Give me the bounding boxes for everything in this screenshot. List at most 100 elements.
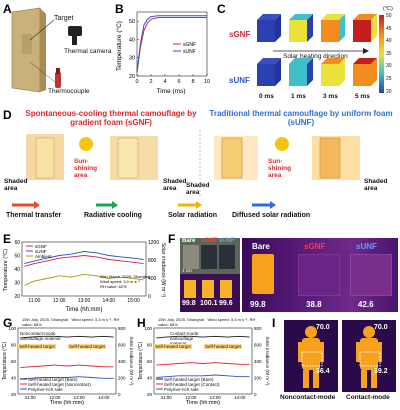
y-tick-label: 30	[14, 281, 20, 287]
colorbar-tick: 50	[386, 13, 392, 19]
y-tick-label: 60	[11, 359, 17, 364]
cube-top	[289, 58, 313, 64]
panel-d: D Spontaneous-cooling thermal camouflage…	[0, 108, 400, 228]
weather-note-line: 26th March, 2025, Shanghai	[100, 274, 150, 279]
bare-sample-photo	[183, 245, 199, 269]
temp-head-contact: 70.0	[374, 324, 388, 331]
ir-sunf-panel	[350, 254, 392, 296]
cube-top	[353, 58, 377, 64]
x-tick-label: 11:00	[25, 395, 36, 400]
y-tick-label: 80	[147, 343, 153, 348]
y2-tick-label: 800	[118, 326, 126, 331]
x-tick-label: 14:00	[98, 395, 110, 400]
y2-tick-label: 400	[118, 359, 126, 364]
shaded-label-1: Shaded area	[4, 178, 28, 192]
x-axis-label: Time (hh:mm)	[50, 400, 84, 405]
cube-side	[339, 14, 345, 42]
cube-front	[321, 20, 339, 42]
y-axis-label: Temperature (°C)	[138, 341, 144, 380]
cube-front	[289, 64, 307, 86]
legend-bare: Self-heated target (Bare)	[164, 377, 214, 382]
label-bare-small: Bare	[182, 238, 196, 244]
colorbar-tick: 25	[386, 76, 392, 82]
x-tick-label: 11:00	[161, 395, 172, 400]
ir-hot-bare	[252, 254, 274, 294]
y-tick-label: 80	[11, 343, 17, 348]
thermocouple-label: Thermocouple	[48, 88, 90, 95]
target-label-1: Self-heated target	[18, 344, 56, 349]
heating-direction-label: Solar heating direction	[283, 53, 348, 60]
temp-small-1: 99.8	[182, 300, 196, 307]
cube-front	[257, 64, 275, 86]
label-sgnf-small: sGNF	[201, 238, 218, 244]
colorbar-tick: 40	[386, 38, 392, 45]
legend-bare: Self-heated target (Bare)	[28, 377, 78, 382]
sunf-sample-photo	[219, 245, 235, 269]
shaded-label-2: Shaded area	[163, 178, 187, 192]
x-tick-label: 13:00	[74, 395, 86, 400]
y2-tick-label: 800	[148, 258, 157, 264]
x-tick-label: 8	[191, 79, 194, 85]
temp-small-3: 99.6	[219, 300, 233, 307]
y-tick-label: 40	[147, 376, 153, 381]
series-line-2	[156, 374, 250, 378]
mode-label: Contact-mode camouflage material	[170, 331, 199, 346]
cube-top	[257, 58, 281, 64]
x-tick-label: 6	[177, 79, 180, 85]
outdoor-temperature-chart: 20 30 40 50 60 11:00 12:00 13:00 14:00 15:00 0 400 8…	[3, 240, 166, 313]
panel-f: F Bare sGNF sUNF 1 cm 99.8 100.1 99.6 Ba…	[168, 232, 400, 314]
sgnf-cube	[353, 14, 377, 42]
y-tick-label: 40	[11, 376, 17, 381]
panel-label: B	[115, 2, 124, 16]
colorbar-tick: 20	[386, 88, 392, 95]
sunf-cube	[353, 58, 377, 86]
panel-g: G 20 40 60 80 100 11:00 12:00 13:00 14:00 0 200 400…	[0, 316, 135, 406]
y2-tick-label: 0	[254, 392, 257, 397]
setup-illustration	[11, 7, 82, 93]
panel-c: C sGNF sUNF Solar heating direction (°C)…	[213, 0, 400, 108]
ir-hot-sample-3	[220, 280, 232, 298]
temp-small-2: 100.1	[200, 300, 218, 307]
cube-front	[257, 20, 275, 42]
target-label-1: Self-heated target	[154, 344, 192, 349]
camera-label: Thermal camera	[64, 48, 112, 55]
y-axis-label: Temperature (°C)	[2, 341, 8, 380]
legend-thermal-transfer: Thermal transfer	[6, 212, 62, 219]
time-label: 1 ms	[291, 93, 306, 100]
title-uniform-foam: Traditional thermal camouflage by unifor…	[209, 109, 393, 127]
x-tick-label: 15:00	[127, 298, 140, 304]
y2-tick-label: 0	[118, 392, 121, 397]
x-tick-label: 10	[204, 79, 210, 85]
y-tick-label: 30	[129, 56, 135, 62]
panel-label: C	[217, 2, 226, 16]
colorbar-tick: 30	[386, 63, 392, 70]
shaded-label-3: Shaded area	[186, 182, 210, 196]
panel-label: A	[3, 2, 12, 16]
temp-body-contact: 39.2	[374, 368, 388, 375]
cube-side	[275, 58, 281, 86]
plot-frame	[136, 11, 208, 77]
sun-icon	[79, 137, 93, 151]
y-tick-label: 60	[14, 240, 20, 246]
y-tick-label: 20	[129, 74, 135, 80]
panel-b: B 20 30 40 50 0 2 4 6 8 10 Time (ms) Temperature (°…	[113, 0, 213, 98]
legend-diffused-radiation: Diffused solar radiation	[232, 212, 311, 219]
cube-front	[289, 20, 307, 42]
cube-top	[257, 14, 281, 20]
mode-label: Noncontact-mode camouflage material	[20, 331, 61, 341]
cube-side	[275, 14, 281, 42]
series-line-0	[156, 335, 250, 339]
legend-polymer: Polymer-rich side	[28, 387, 63, 392]
figure-contact	[356, 326, 382, 388]
y2-axis-label: Solar irradiance (W m⁻²)	[129, 337, 134, 386]
shaded-label-4: Shaded area	[364, 178, 388, 192]
x-tick-label: 0	[135, 79, 138, 85]
x-tick-label: 11:00	[28, 298, 40, 304]
temp-large-3: 42.6	[358, 300, 374, 309]
x-tick-label: 12:00	[49, 395, 61, 400]
figure-noncontact	[298, 326, 324, 388]
y-tick-label: 100	[8, 326, 16, 331]
noncontact-temperature-chart: 20 40 60 80 100 11:00 12:00 13:00 14:00 0 200 400 60…	[2, 326, 134, 406]
sun-icon	[275, 137, 289, 151]
heating-arrowhead	[363, 48, 369, 54]
